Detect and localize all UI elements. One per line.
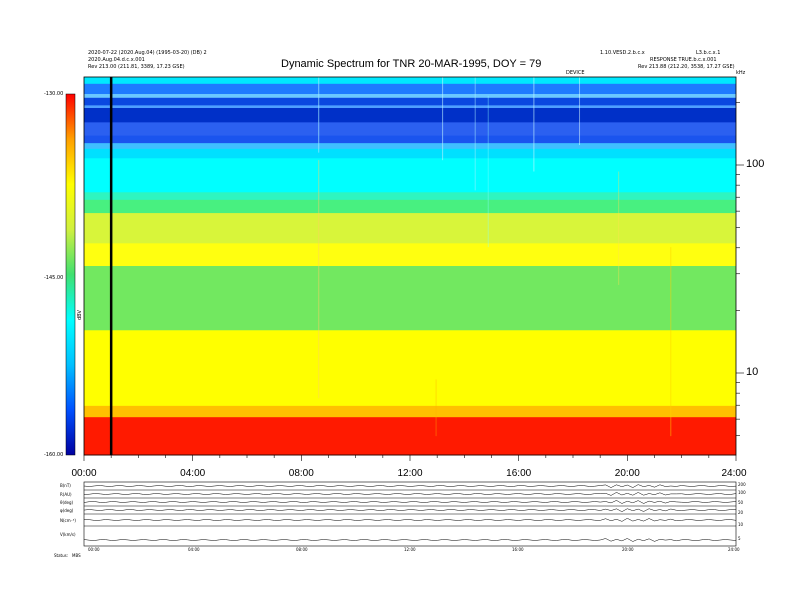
y-tick-label-10: 10 bbox=[746, 366, 759, 378]
sub-label-4: N(cm⁻³) bbox=[60, 518, 76, 523]
spectrum-band-5 bbox=[84, 107, 736, 123]
spectrum-band-7 bbox=[84, 135, 736, 144]
spectrum-band-6 bbox=[84, 122, 736, 137]
sub-right-tick-2: 50 bbox=[738, 500, 744, 505]
header-right-line1a: 1.10.VESD.2.b.c.x bbox=[600, 50, 645, 56]
colorbar-label: dBV bbox=[77, 310, 83, 320]
spectrum-band-10 bbox=[84, 158, 736, 193]
sub-label-1: R(AU) bbox=[60, 492, 72, 497]
header-khz-label: kHz bbox=[736, 70, 746, 76]
spectrum-band-13 bbox=[84, 213, 736, 244]
spectrum-band-14 bbox=[84, 243, 736, 267]
x-tick-label-6: 24:00 bbox=[721, 468, 747, 479]
sub-label-3: φ(deg) bbox=[60, 508, 74, 513]
colorbar-tick-top: -130.00 bbox=[44, 91, 64, 97]
sub-right-tick-0: 200 bbox=[738, 482, 746, 487]
header-right-line3: Rev 213.88 (212.20, 3538, 17.27 GSE) bbox=[638, 64, 735, 70]
y-tick-marks bbox=[736, 102, 744, 436]
sub-label-0: B(nT) bbox=[60, 483, 71, 488]
sub-x-tick-3: 12:00 bbox=[404, 547, 416, 552]
colorbar-tick-bottom: -160.00 bbox=[44, 452, 64, 458]
spectrogram-bands bbox=[84, 77, 736, 456]
sub-right-tick-1: 100 bbox=[738, 490, 746, 495]
sub-x-tick-5: 20:00 bbox=[622, 547, 634, 552]
colorbar bbox=[65, 93, 76, 456]
spectrum-band-18 bbox=[84, 417, 736, 456]
sub-panel-trace-5 bbox=[83, 538, 737, 542]
header-left-line3: Rev 213.00 (211.81, 3389, 17.23 GSE) bbox=[88, 64, 185, 70]
spectrum-band-2 bbox=[84, 94, 736, 99]
x-tick-label-3: 12:00 bbox=[397, 468, 423, 479]
sub-x-tick-6: 24:00 bbox=[728, 547, 740, 552]
sub-right-tick-5: 5 bbox=[738, 536, 741, 541]
spectrum-band-9 bbox=[84, 148, 736, 159]
spectrum-band-8 bbox=[84, 143, 736, 150]
sub-x-tick-2: 08:00 bbox=[296, 547, 308, 552]
spectrum-band-1 bbox=[84, 83, 736, 95]
footer-status-value: MBS bbox=[72, 553, 81, 558]
sub-panel-trace-0 bbox=[83, 484, 737, 488]
x-tick-label-1: 04:00 bbox=[180, 468, 206, 479]
spectrum-band-12 bbox=[84, 199, 736, 214]
sub-panel-trace-1 bbox=[83, 492, 737, 496]
spectrum-band-4 bbox=[84, 105, 736, 109]
sub-x-tick-0: 00:00 bbox=[88, 547, 100, 552]
sub-x-tick-4: 16:00 bbox=[512, 547, 524, 552]
x-tick-label-5: 20:00 bbox=[614, 468, 640, 479]
sub-panel-trace-4 bbox=[83, 518, 737, 522]
sub-panel-trace-3 bbox=[83, 508, 737, 512]
sub-panel-trace-2 bbox=[83, 500, 737, 504]
sub-right-tick-3: 20 bbox=[738, 510, 744, 515]
x-tick-label-0: 00:00 bbox=[71, 468, 97, 479]
x-tick-label-2: 08:00 bbox=[288, 468, 314, 479]
y-tick-label-100: 100 bbox=[746, 158, 765, 170]
colorbar-tick-mid: -145.00 bbox=[44, 275, 64, 281]
sub-label-2: θ(deg) bbox=[60, 500, 74, 505]
header-left-line2: 2020.Aug.04.d.c.x.001 bbox=[88, 57, 145, 63]
x-tick-marks bbox=[83, 455, 737, 461]
spectrum-band-3 bbox=[84, 97, 736, 106]
header-device-label: DEVICE bbox=[566, 70, 585, 76]
spectrum-band-17 bbox=[84, 405, 736, 418]
x-tick-label-4: 16:00 bbox=[506, 468, 532, 479]
footer-status-label: Status: bbox=[54, 553, 69, 558]
header-right-line2: RESPONSE TRUE.b.c.x.001 bbox=[650, 57, 717, 63]
sub-label-5: V(km/s) bbox=[60, 532, 76, 537]
spectrogram-streaks bbox=[318, 77, 672, 437]
spectrum-band-16 bbox=[84, 330, 736, 407]
chart-title: Dynamic Spectrum for TNR 20-MAR-1995, DO… bbox=[281, 58, 542, 70]
spectrum-band-15 bbox=[84, 266, 736, 331]
sub-right-tick-4: 10 bbox=[738, 522, 744, 527]
header-left-line1: 2020-07-22 (2020.Aug.04) (1995-03-20) (D… bbox=[88, 50, 207, 56]
spectrum-band-0 bbox=[84, 77, 736, 85]
spectrum-band-11 bbox=[84, 192, 736, 201]
sub-panels bbox=[83, 484, 737, 542]
sub-x-tick-1: 04:00 bbox=[188, 547, 200, 552]
header-right-line1b: L3.b.c.x.1 bbox=[696, 50, 721, 56]
